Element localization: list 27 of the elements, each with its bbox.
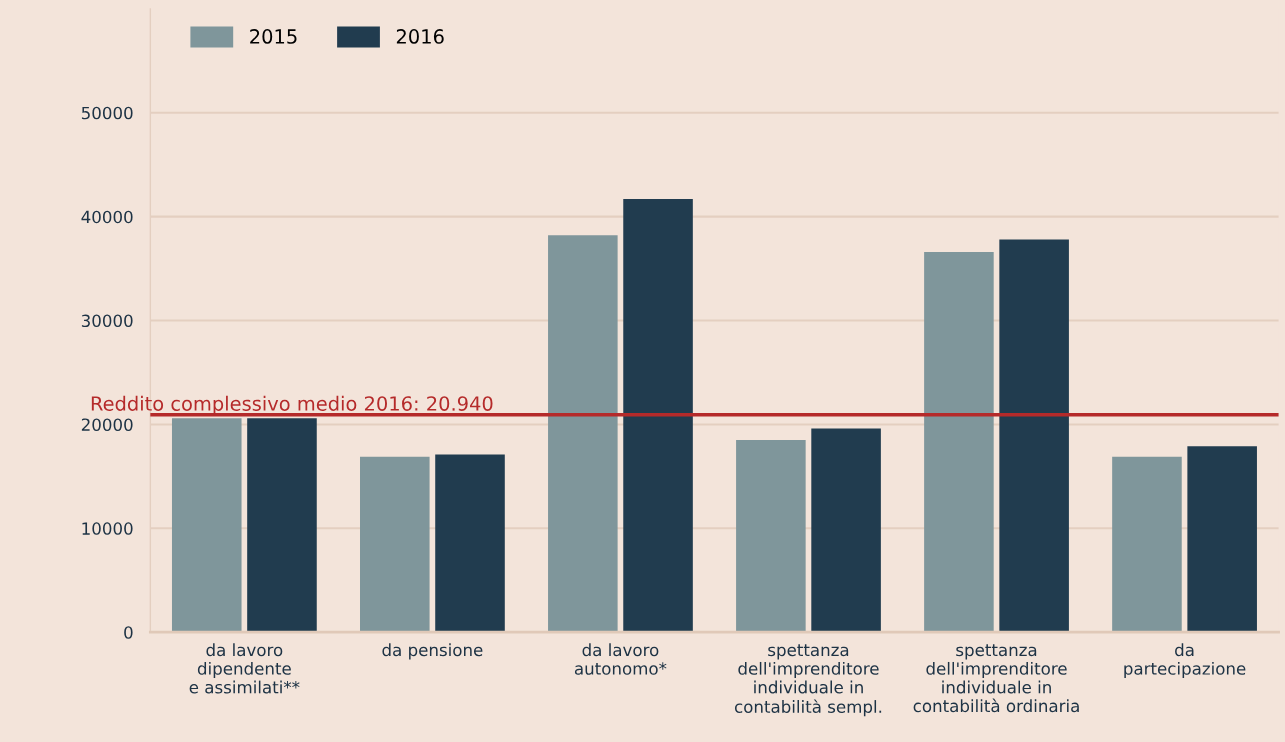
bar xyxy=(811,428,881,633)
x-tick-label: da lavoro dipendente e assimilati** xyxy=(189,643,300,694)
y-tick-label: 20000 xyxy=(81,418,133,431)
bar xyxy=(924,251,994,633)
bar xyxy=(171,418,242,633)
bar xyxy=(736,440,806,633)
y-tick-label: 10000 xyxy=(82,522,133,535)
bar xyxy=(999,239,1069,633)
x-tick-label: da lavoro autonomo* xyxy=(574,643,667,675)
bar xyxy=(623,199,693,633)
x-tick-label: da partecipazione xyxy=(1124,643,1246,679)
bar xyxy=(247,418,317,633)
legend-label: 2016 xyxy=(396,29,444,44)
bar xyxy=(435,454,505,633)
bar xyxy=(1112,456,1182,633)
ref-line-label: Reddito complessivo medio 2016: 20.940 xyxy=(91,395,493,415)
y-tick-label: 0 xyxy=(124,626,133,639)
x-tick-label: da pensione xyxy=(382,643,483,660)
x-tick-label: spettanza dell'imprenditore individuale in contabilità sempl. xyxy=(734,644,882,717)
bar xyxy=(1187,446,1257,633)
bar xyxy=(548,235,618,633)
bar xyxy=(360,456,430,633)
y-tick-label: 30000 xyxy=(81,314,133,328)
y-tick-label: 40000 xyxy=(81,210,133,224)
x-tick-label: spettanza dell'imprenditore individuale in contabilità ordinaria xyxy=(913,644,1079,713)
legend-label: 2015 xyxy=(250,29,297,44)
y-tick-label: 50000 xyxy=(81,106,133,120)
